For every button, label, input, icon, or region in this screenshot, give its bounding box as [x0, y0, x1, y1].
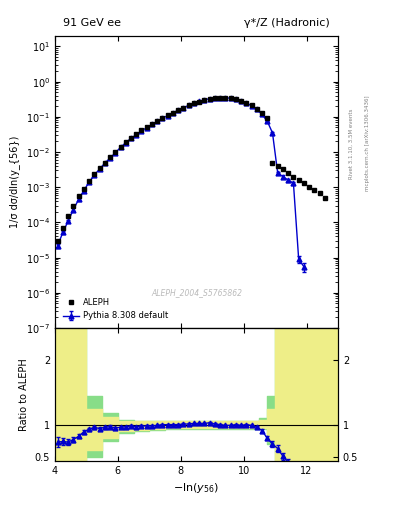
ALEPH [323, 195, 327, 201]
Text: 91 GeV ee: 91 GeV ee [63, 18, 121, 28]
X-axis label: $-\ln(y_{56})$: $-\ln(y_{56})$ [173, 481, 220, 495]
Text: ALEPH_2004_S5765862: ALEPH_2004_S5765862 [151, 288, 242, 297]
ALEPH [223, 95, 228, 101]
Line: ALEPH: ALEPH [55, 95, 327, 243]
ALEPH [76, 194, 81, 200]
Y-axis label: 1/σ dσ/dln(y_{56}): 1/σ dσ/dln(y_{56}) [9, 136, 20, 228]
ALEPH [55, 238, 60, 244]
Text: γ*/Z (Hadronic): γ*/Z (Hadronic) [244, 18, 330, 28]
ALEPH [233, 96, 238, 102]
Text: mcplots.cern.ch [arXiv:1306.3436]: mcplots.cern.ch [arXiv:1306.3436] [365, 96, 370, 191]
ALEPH [181, 105, 186, 111]
Text: Rivet 3.1.10, 3.5M events: Rivet 3.1.10, 3.5M events [349, 108, 354, 179]
ALEPH [307, 184, 312, 190]
Y-axis label: Ratio to ALEPH: Ratio to ALEPH [19, 358, 29, 431]
ALEPH [218, 95, 222, 101]
ALEPH [150, 121, 154, 127]
Legend: ALEPH, Pythia 8.308 default: ALEPH, Pythia 8.308 default [59, 295, 172, 324]
